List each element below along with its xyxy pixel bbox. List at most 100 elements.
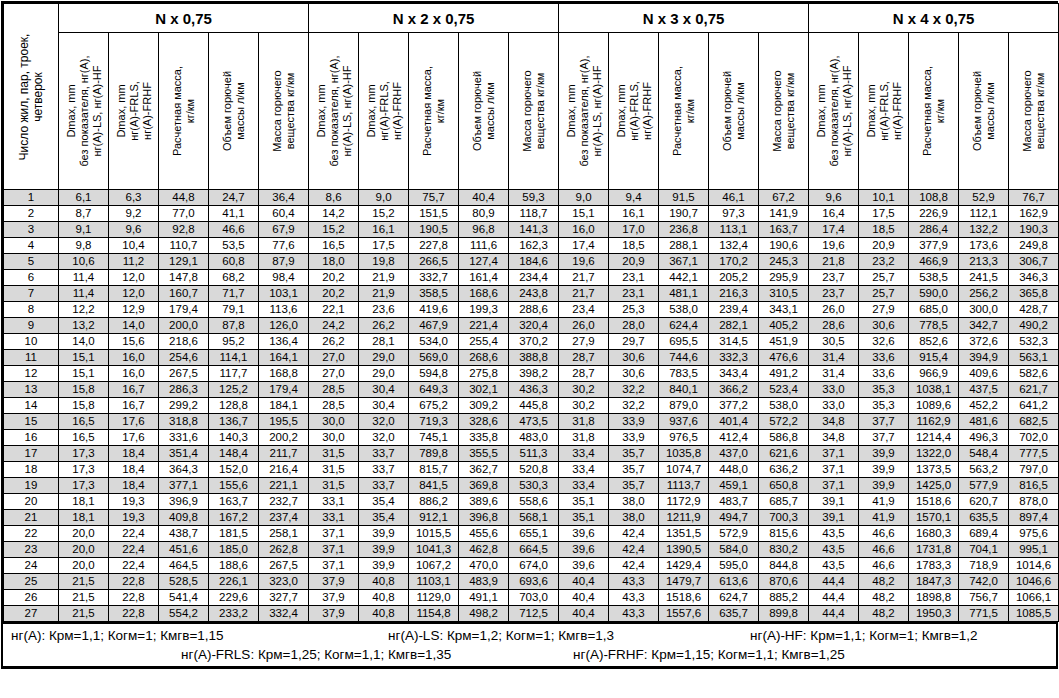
data-cell: 8,6 [309,190,359,206]
data-cell: 532,3 [1009,334,1059,350]
data-cell: 87,9 [259,254,309,270]
data-cell: 275,8 [459,366,509,382]
data-cell: 563,2 [959,462,1009,478]
data-cell: 129,1 [159,254,209,270]
data-cell: 44,4 [809,574,859,590]
data-cell: 419,6 [409,302,459,318]
data-cell: 190,5 [409,222,459,238]
data-cell: 39,9 [359,558,409,574]
data-cell: 462,8 [459,542,509,558]
data-cell: 181,5 [209,526,259,542]
data-cell: 32,2 [609,398,659,414]
data-cell: 37,9 [309,590,359,606]
data-cell: 71,7 [209,286,259,302]
data-cell: 840,1 [659,382,709,398]
data-cell: 405,2 [759,318,809,334]
data-cell: 830,2 [759,542,809,558]
data-cell: 1731,8 [909,542,959,558]
data-cell: 17,3 [59,446,109,462]
data-cell: 141,3 [509,222,559,238]
data-cell: 783,5 [659,366,709,382]
data-cell: 569,0 [409,350,459,366]
footnote-ng-a-ls: нг(A)-LS: Крм=1,2; Когм=1; Кмгв=1,3 [388,628,614,643]
data-cell: 42,4 [609,558,659,574]
data-cell: 232,7 [259,494,309,510]
data-cell: 664,5 [509,542,559,558]
data-cell: 693,6 [509,574,559,590]
data-cell: 164,1 [259,350,309,366]
data-cell: 332,3 [709,350,759,366]
table-row: 1315,816,7286,3125,2179,428,530,4649,330… [4,382,1059,398]
data-cell: 1014,6 [1009,558,1059,574]
data-cell: 328,6 [459,414,509,430]
column-header: Dmax, mmнг(A)-FRLS,нг(A)-FRHF [109,33,159,190]
data-cell: 43,5 [809,526,859,542]
data-cell: 37,1 [309,526,359,542]
row-number-cell: 18 [4,462,59,478]
data-cell: 295,9 [759,270,809,286]
data-cell: 9,2 [109,206,159,222]
data-cell: 636,2 [759,462,809,478]
data-cell: 528,5 [159,574,209,590]
data-cell: 256,2 [959,286,1009,302]
data-cell: 815,6 [759,526,809,542]
data-cell: 19,3 [109,494,159,510]
data-cell: 712,5 [509,606,559,622]
data-cell: 9,0 [559,190,609,206]
data-cell: 218,6 [159,334,209,350]
data-cell: 35,4 [359,510,409,526]
corner-header-cell: Число жил, пар, троек,четверок [4,4,59,190]
data-cell: 22,4 [109,542,159,558]
data-cell: 170,2 [709,254,759,270]
data-cell: 39,9 [359,542,409,558]
data-cell: 16,0 [559,222,609,238]
data-cell: 125,2 [209,382,259,398]
data-cell: 719,3 [409,414,459,430]
data-cell: 1038,1 [909,382,959,398]
footnote-ng-a-frhf: нг(A)-FRHF: Крм=1,15; Когм=1,1; Кмгв=1,2… [573,647,845,662]
column-header: Dmax, mmбез показателя, нг(A),нг(A)-LS, … [559,33,609,190]
data-cell: 852,6 [909,334,959,350]
data-cell: 18,4 [109,478,159,494]
data-cell: 43,3 [609,590,659,606]
data-cell: 1847,3 [909,574,959,590]
data-cell: 19,8 [359,254,409,270]
data-cell: 108,8 [909,190,959,206]
data-cell: 6,1 [59,190,109,206]
data-cell: 29,0 [359,350,409,366]
data-cell: 966,9 [909,366,959,382]
data-cell: 1373,5 [909,462,959,478]
data-cell: 190,3 [1009,222,1059,238]
data-cell: 358,5 [409,286,459,302]
data-cell: 548,4 [959,446,1009,462]
row-number-cell: 6 [4,270,59,286]
data-cell: 1783,3 [909,558,959,574]
row-number-cell: 13 [4,382,59,398]
data-cell: 1429,4 [659,558,709,574]
data-cell: 140,3 [209,430,259,446]
data-cell: 445,8 [509,398,559,414]
footnotes-box: нг(A): Крм=1,1; Когм=1; Кмгв=1,15 нг(A)-… [3,622,1056,666]
column-header: Расчетная масса,кг/км [409,33,459,190]
data-cell: 9,6 [109,222,159,238]
row-number-cell: 3 [4,222,59,238]
table-row: 711,412,0160,771,7103,120,221,9358,5168,… [4,286,1059,302]
data-cell: 1129,0 [409,590,459,606]
data-cell: 327,7 [259,590,309,606]
data-cell: 31,5 [309,478,359,494]
data-cell: 23,1 [609,270,659,286]
data-cell: 10,6 [59,254,109,270]
data-cell: 33,4 [559,478,609,494]
table-row: 1215,116,0267,5117,7168,827,029,0594,827… [4,366,1059,382]
data-cell: 195,5 [259,414,309,430]
data-cell: 1035,8 [659,446,709,462]
data-cell: 1074,7 [659,462,709,478]
data-cell: 10,1 [859,190,909,206]
data-cell: 46,6 [209,222,259,238]
data-cell: 39,9 [359,526,409,542]
data-cell: 745,1 [409,430,459,446]
data-cell: 797,0 [1009,462,1059,478]
data-cell: 511,3 [509,446,559,462]
data-cell: 31,8 [559,430,609,446]
data-cell: 40,8 [359,574,409,590]
